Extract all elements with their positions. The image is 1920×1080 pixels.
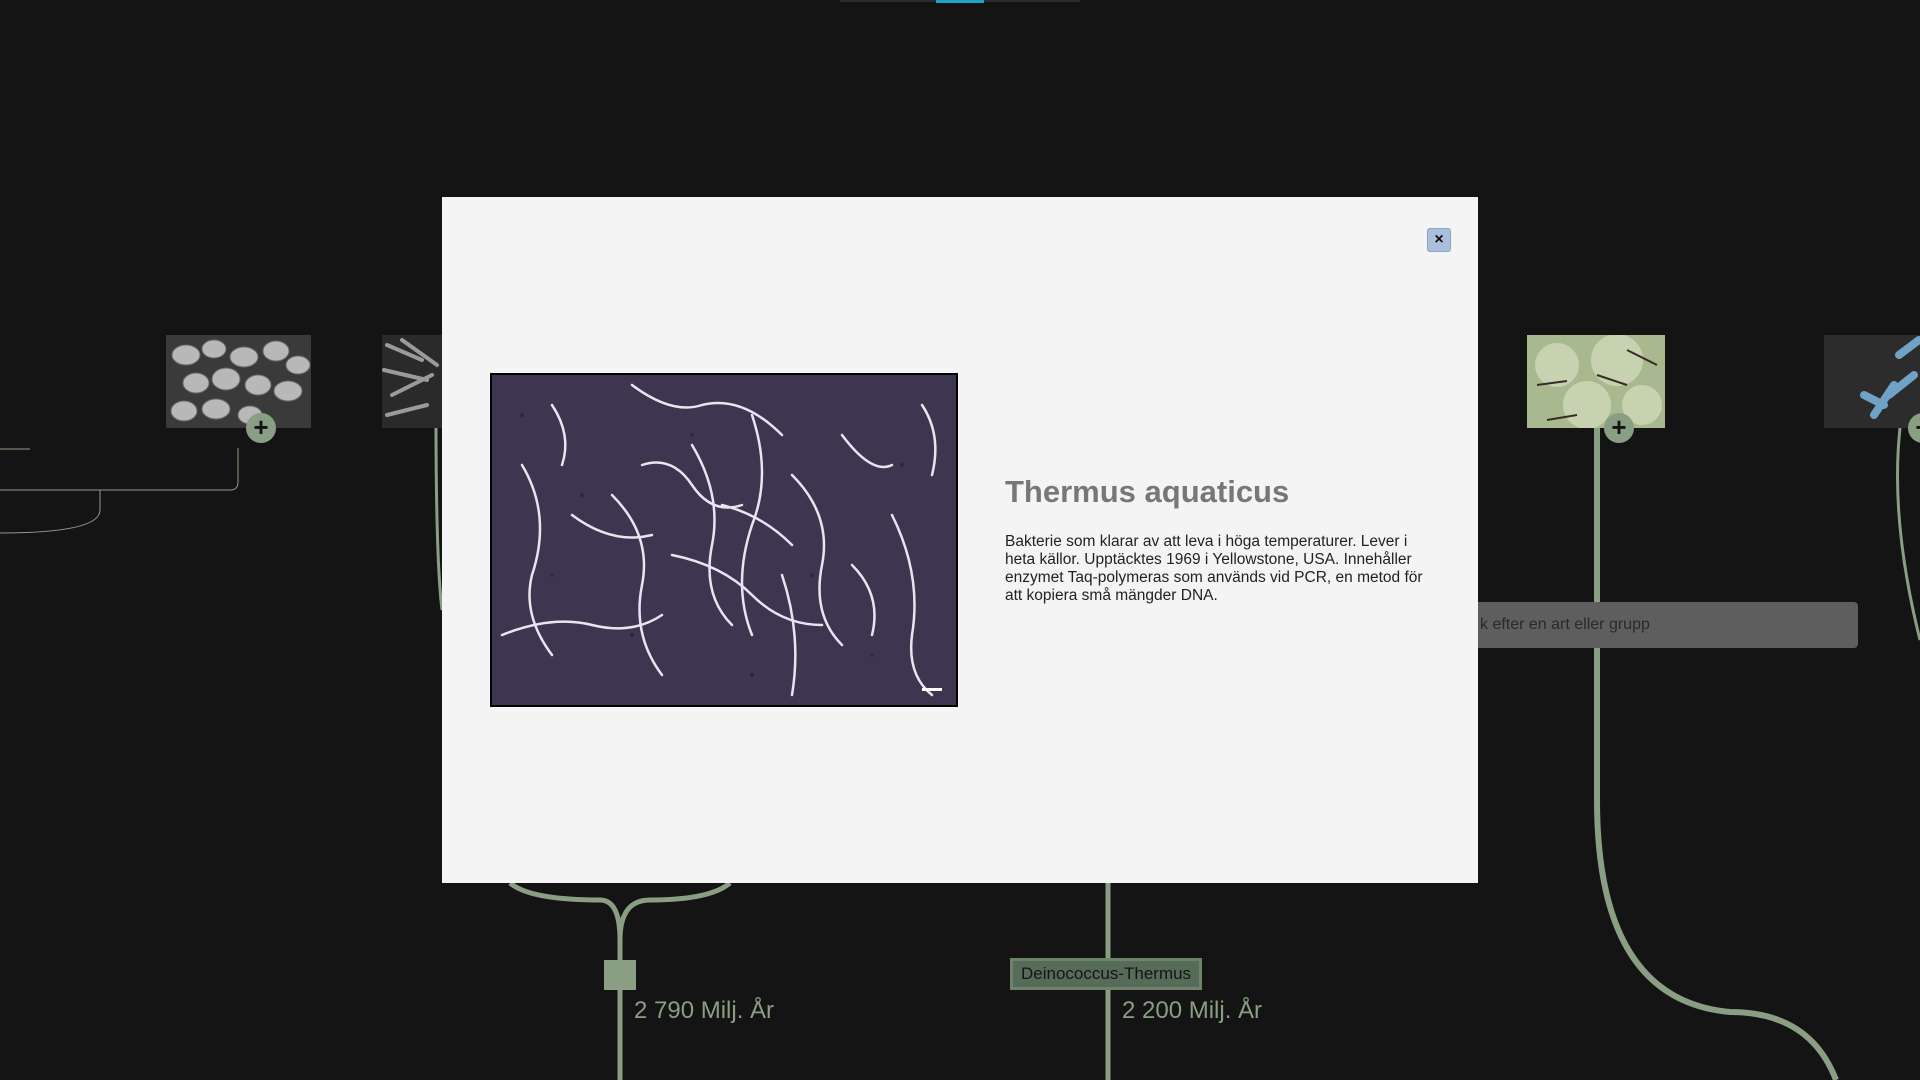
top-tab-indicator bbox=[936, 0, 984, 3]
species-thumbnail[interactable] bbox=[382, 335, 442, 428]
expand-plus-icon[interactable]: + bbox=[1604, 413, 1634, 443]
search-input[interactable]: k efter en art eller grupp bbox=[1470, 602, 1858, 648]
micrograph-image bbox=[490, 373, 958, 707]
close-button[interactable]: × bbox=[1427, 228, 1451, 252]
species-thumbnail[interactable] bbox=[1824, 335, 1920, 428]
branch-node[interactable] bbox=[604, 960, 636, 990]
species-title: Thermus aquaticus bbox=[1005, 474, 1290, 509]
group-label[interactable]: Deinococcus-Thermus bbox=[1010, 958, 1203, 990]
expand-plus-icon[interactable]: + bbox=[1908, 413, 1920, 443]
expand-plus-icon[interactable]: + bbox=[246, 413, 276, 443]
time-label: 2 200 Milj. År bbox=[1122, 997, 1263, 1024]
species-thumbnail[interactable] bbox=[1527, 335, 1665, 428]
time-label: 2 790 Milj. År bbox=[634, 997, 775, 1024]
species-thumbnail[interactable] bbox=[166, 335, 311, 428]
species-description: Bakterie som klarar av att leva i höga t… bbox=[1005, 533, 1423, 604]
species-modal: × bbox=[442, 197, 1478, 883]
close-icon: × bbox=[1434, 231, 1444, 248]
